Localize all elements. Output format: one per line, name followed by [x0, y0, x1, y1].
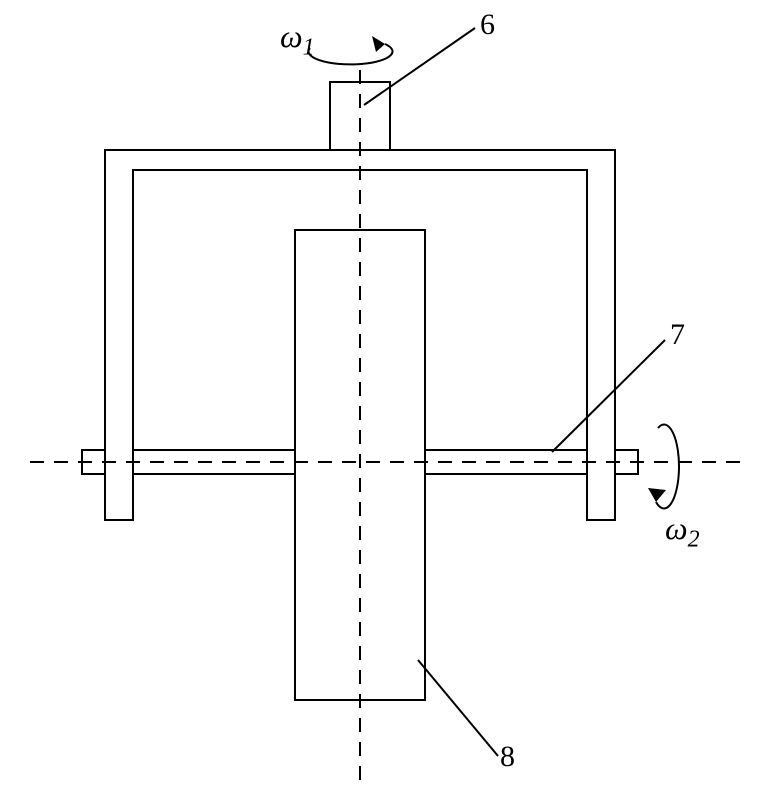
- label-6: 6: [480, 8, 495, 42]
- diagram-svg: [0, 0, 769, 796]
- label-7: 7: [670, 318, 685, 352]
- omega2-arrowhead: [648, 488, 666, 502]
- label-omega2: ω2: [665, 510, 700, 553]
- diagram-container: ω1 ω2 6 7 8: [0, 0, 769, 796]
- label-omega1: ω1: [280, 18, 315, 61]
- omega1-arrowhead: [372, 36, 385, 52]
- leader-8: [418, 660, 498, 756]
- leader-6: [364, 28, 475, 105]
- label-8: 8: [500, 740, 515, 774]
